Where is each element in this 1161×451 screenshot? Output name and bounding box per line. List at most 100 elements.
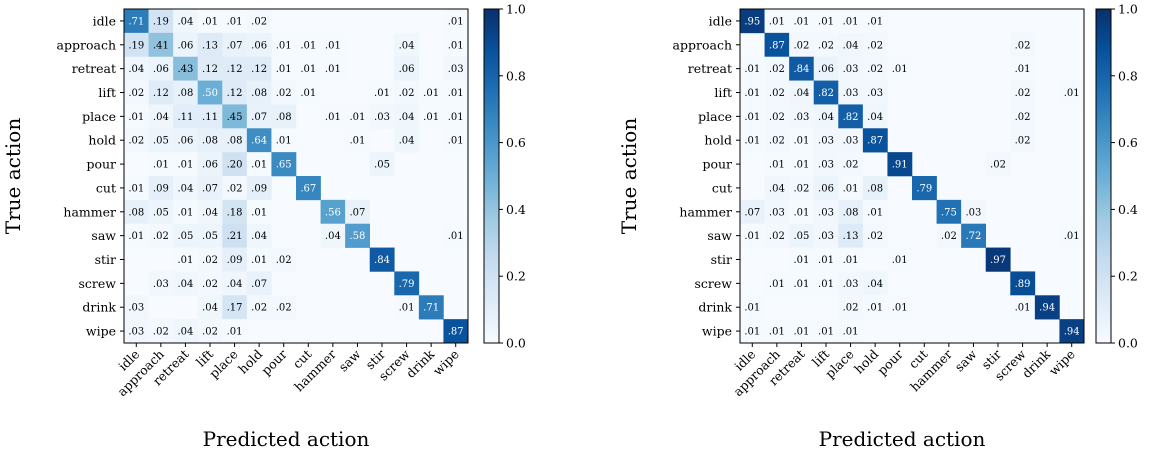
cell-label-hammer-lift: .03 [818, 207, 834, 218]
cell-label-stir-pour: .02 [276, 255, 292, 266]
y-tick-label-wipe: wipe [702, 324, 732, 339]
heatmap-cell-stir-pour [271, 247, 297, 272]
heatmap-cell-wipe-lift [197, 319, 223, 344]
heatmap-cell-saw-lift [813, 223, 839, 248]
cell-label-stir-place: .09 [227, 255, 243, 266]
heatmap-cell-wipe-wipe [1059, 319, 1085, 344]
heatmap-cell-cut-retreat [789, 176, 815, 201]
heatmap-cell-screw-place [222, 271, 248, 296]
heatmap-cell-pour-retreat [173, 152, 199, 177]
heatmap-cell-place-pour [271, 104, 297, 129]
heatmap-cell-idle-idle [124, 9, 149, 34]
cell-label-cut-hold: .09 [251, 183, 267, 194]
heatmap-cell-hold-screw [394, 128, 420, 153]
colorbar-tick-label: 0.6 [506, 135, 526, 150]
heatmap-cell-hold-wipe [443, 128, 469, 153]
cell-label-drink-drink: .71 [423, 303, 439, 314]
cell-label-retreat-lift: .06 [818, 64, 834, 75]
heatmap-cell-stir-retreat [789, 247, 815, 272]
cell-label-cut-cut: .79 [916, 183, 932, 194]
heatmap-cell-wipe-idle [740, 319, 765, 344]
cell-label-hold-screw: .04 [399, 136, 415, 147]
heatmap-cell-hold-place [838, 128, 864, 153]
heatmap-cell-saw-retreat [173, 223, 199, 248]
x-tick-label-saw: saw [336, 346, 364, 374]
cell-label-wipe-wipe: .87 [448, 327, 464, 338]
heatmap-cell-lift-wipe [1059, 80, 1085, 105]
heatmap-cell-retreat-wipe [443, 56, 469, 81]
cell-label-lift-screw: .02 [399, 88, 415, 99]
cell-label-pour-retreat: .01 [177, 160, 193, 171]
heatmap-cell-drink-idle [740, 295, 765, 320]
cell-label-hammer-approach: .03 [769, 207, 785, 218]
heatmap-cell-saw-lift [197, 223, 223, 248]
colorbar-tick-label: 0.8 [1118, 68, 1138, 83]
cell-label-retreat-screw: .06 [399, 64, 415, 75]
heatmap-cell-approach-screw [394, 32, 420, 58]
heatmap-cell-pour-approach [764, 152, 790, 177]
heatmap-cell-idle-lift [813, 9, 839, 34]
heatmap-cell-screw-approach [764, 271, 790, 296]
heatmap-cell-hammer-retreat [789, 199, 815, 225]
heatmap-cell-hold-approach [148, 128, 174, 153]
cell-label-hold-retreat: .01 [793, 136, 809, 147]
heatmap-cell-drink-screw [394, 295, 420, 320]
cell-label-hold-retreat: .06 [177, 136, 193, 147]
heatmap-cell-hold-hold [862, 128, 888, 153]
cell-label-hammer-place: .18 [227, 207, 243, 218]
cell-label-wipe-lift: .02 [202, 327, 218, 338]
heatmap-cell-cut-place [838, 176, 864, 201]
colorbar: 0.0 0.2 0.4 0.6 0.8 1.0 [1095, 2, 1138, 351]
heatmap-cell-lift-stir [369, 80, 395, 105]
y-tick-label-pour: pour [702, 157, 732, 172]
colorbar-tick-label: 0.2 [506, 269, 526, 284]
cell-label-retreat-pour: .01 [892, 64, 908, 75]
heatmap-cell-idle-place [838, 9, 864, 34]
heatmap-cell-place-place [838, 104, 864, 129]
y-tick-label-screw: screw [695, 276, 733, 291]
heatmap-cell-lift-retreat [173, 80, 199, 105]
cell-label-screw-screw: .79 [399, 279, 415, 290]
heatmap-cell-hammer-retreat [173, 199, 199, 225]
heatmap-cell-drink-hold [862, 295, 888, 320]
heatmap-cell-hammer-idle [124, 199, 149, 225]
cell-label-stir-lift: .02 [202, 255, 218, 266]
heatmap-cells [124, 9, 469, 344]
heatmap-cell-approach-lift [813, 32, 839, 58]
cell-label-drink-lift: .04 [202, 303, 218, 314]
y-tick-label-retreat: retreat [72, 61, 116, 76]
cell-label-screw-lift: .02 [202, 279, 218, 290]
cell-label-cut-place: .02 [227, 183, 243, 194]
cell-label-hammer-saw: .03 [965, 207, 981, 218]
cell-label-wipe-approach: .01 [769, 327, 785, 338]
cell-label-drink-pour: .02 [276, 303, 292, 314]
heatmap-cell-approach-cut [296, 32, 321, 58]
y-tick-label-saw: saw [91, 228, 116, 243]
cell-label-hammer-retreat: .01 [793, 207, 809, 218]
heatmap-cell-retreat-retreat [173, 56, 199, 81]
heatmap-cell-saw-place [222, 223, 248, 248]
heatmap-cell-pour-hold [246, 152, 272, 177]
heatmap-cell-idle-place [222, 9, 248, 34]
heatmap-cell-drink-screw [1010, 295, 1036, 320]
cell-label-pour-lift: .06 [202, 160, 218, 171]
heatmap-cell-drink-drink [418, 295, 444, 320]
cell-label-retreat-retreat: .84 [793, 64, 809, 75]
cell-label-hold-approach: .02 [769, 136, 785, 147]
heatmap-cell-wipe-idle [124, 319, 149, 344]
heatmap-cell-wipe-approach [148, 319, 174, 344]
heatmap-cell-hold-idle [124, 128, 149, 153]
heatmap-cell-lift-place [838, 80, 864, 105]
colorbar-tick-label: 0.0 [1118, 336, 1138, 351]
cell-label-idle-place: .01 [843, 16, 859, 27]
cell-label-approach-screw: .02 [1015, 40, 1031, 51]
cell-label-hold-idle: .02 [128, 136, 144, 147]
cell-label-stir-retreat: .01 [793, 255, 809, 266]
cell-label-saw-approach: .02 [153, 231, 169, 242]
cell-label-approach-screw: .04 [399, 40, 415, 51]
heatmap-cell-screw-hold [862, 271, 888, 296]
heatmap-cell-cut-hold [862, 176, 888, 201]
y-tick-label-lift: lift [714, 85, 732, 100]
heatmap-cell-hammer-place [838, 199, 864, 225]
y-tick-label-place: place [698, 109, 732, 124]
